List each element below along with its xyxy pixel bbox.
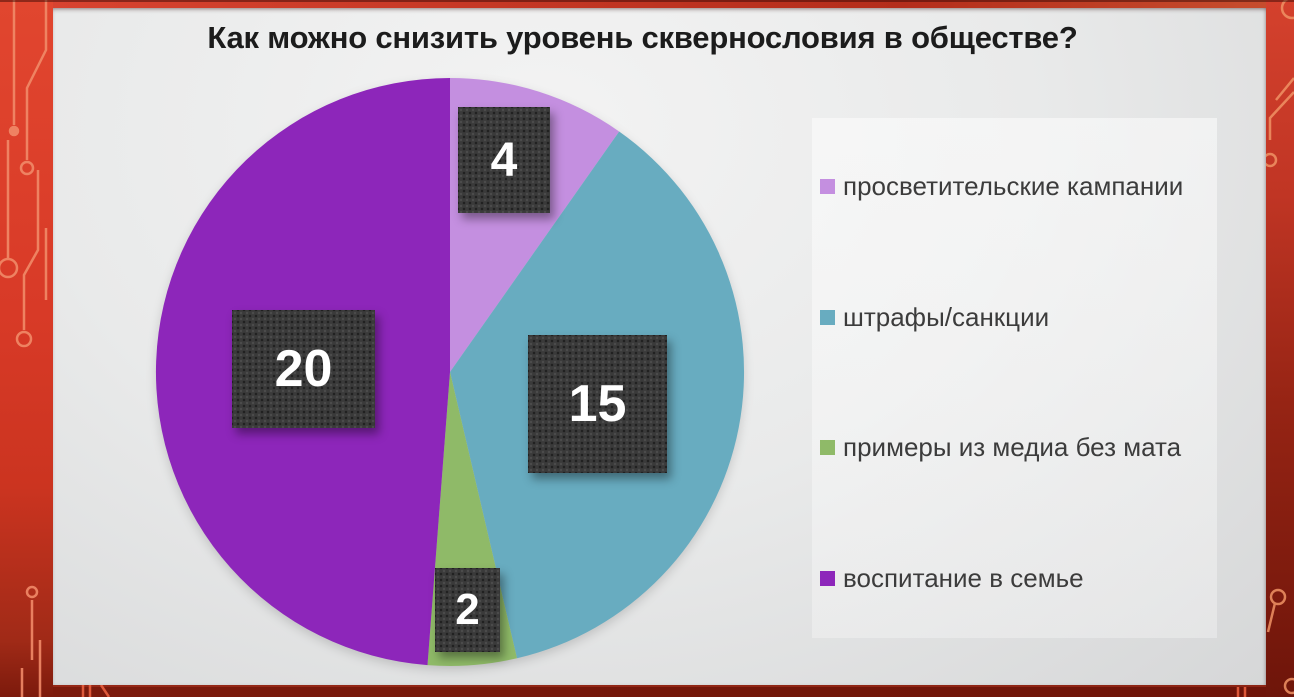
data-label-value: 4 (490, 133, 518, 187)
legend-color-swatch (820, 178, 835, 194)
data-label-value: 15 (568, 375, 627, 433)
legend-item-educational-campaigns: просветительские кампании (820, 170, 1183, 202)
legend-label: примеры из медиа без мата (843, 431, 1182, 462)
legend-item-family-upbringing: воспитание в семье (820, 562, 1084, 594)
slide-title: Как можно снизить уровень сквернословия … (207, 20, 1078, 55)
circuit-border-left (0, 0, 53, 697)
legend-panel (812, 118, 1217, 638)
canvas-top-shadow (0, 0, 1294, 2)
legend-label: просветительские кампании (843, 170, 1184, 201)
circuit-pattern-bottom-icon (81, 685, 1247, 697)
circuit-border-top (53, 0, 1266, 8)
data-label-educational-campaigns: 4 (458, 107, 550, 213)
legend-item-media-examples: примеры из медиа без мата (820, 431, 1181, 463)
legend-color-swatch (820, 309, 835, 325)
data-label-value: 20 (274, 340, 333, 398)
slide: Как можно снизить уровень сквернословия … (53, 8, 1266, 685)
circuit-pattern-left-icon (0, 0, 48, 697)
circuit-border-bottom (53, 685, 1266, 697)
legend-label: воспитание в семье (843, 562, 1084, 593)
data-label-fines-sanctions: 15 (528, 335, 667, 473)
legend-label: штрафы/санкции (843, 301, 1050, 332)
data-label-value: 2 (455, 585, 480, 634)
data-label-family-upbringing: 20 (232, 310, 375, 428)
chart-legend: просветительские кампании штрафы/санкции… (820, 8, 1250, 685)
circuit-pattern-right-icon (1266, 0, 1294, 695)
legend-item-fines-sanctions: штрафы/санкции (820, 301, 1049, 333)
legend-color-swatch (820, 570, 835, 586)
data-label-media-examples: 2 (435, 568, 500, 652)
circuit-border-right (1266, 0, 1294, 697)
legend-color-swatch (820, 439, 835, 455)
